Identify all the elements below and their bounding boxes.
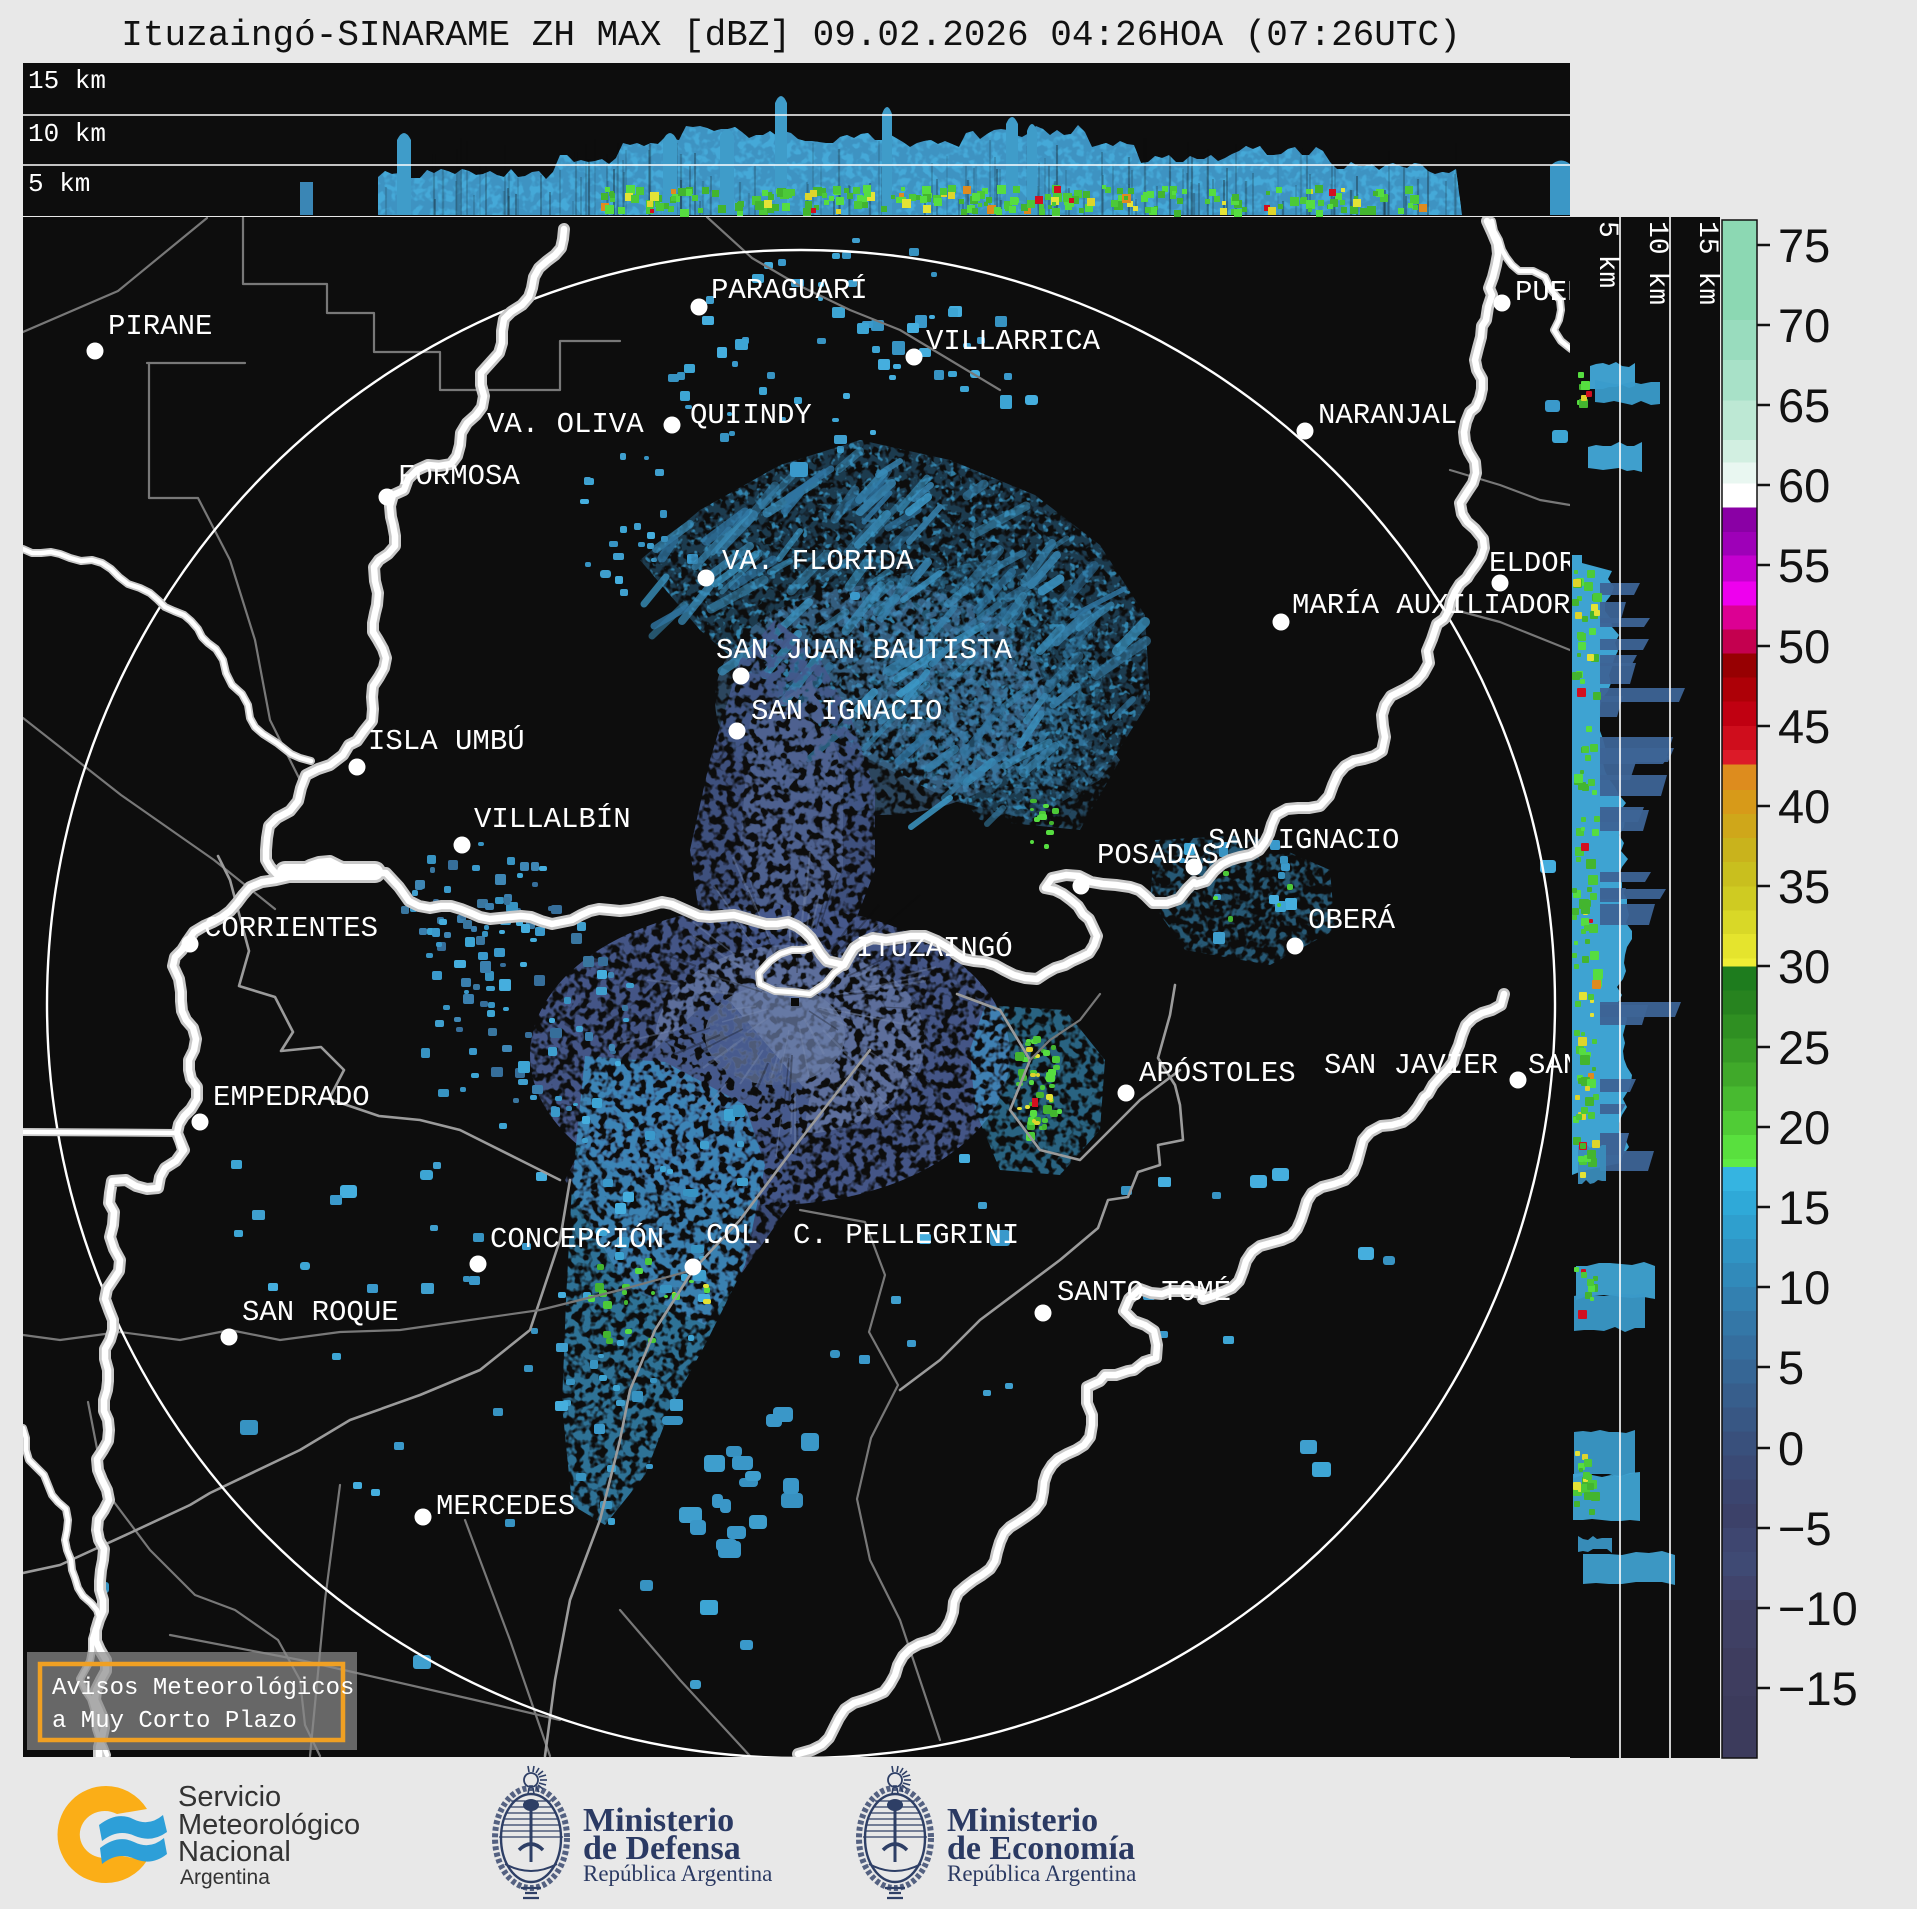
svg-text:Meteorológico: Meteorológico — [178, 1809, 360, 1841]
svg-text:de Economía: de Economía — [947, 1830, 1135, 1867]
svg-text:ISLA UMBÚ: ISLA UMBÚ — [368, 724, 525, 758]
svg-text:Nacional: Nacional — [178, 1836, 291, 1868]
svg-text:SAN ROQUE: SAN ROQUE — [242, 1296, 399, 1329]
svg-text:Servicio: Servicio — [178, 1781, 281, 1813]
svg-text:CORRIENTES: CORRIENTES — [204, 912, 378, 945]
svg-text:25: 25 — [1778, 1021, 1830, 1074]
svg-text:COL. C. PELLEGRINI: COL. C. PELLEGRINI — [706, 1219, 1019, 1252]
svg-text:Avisos Meteorológicos: Avisos Meteorológicos — [52, 1675, 354, 1702]
svg-text:15 km: 15 km — [1691, 221, 1722, 305]
svg-text:APÓSTOLES: APÓSTOLES — [1139, 1056, 1296, 1090]
svg-text:5: 5 — [1778, 1341, 1804, 1394]
svg-text:55: 55 — [1778, 539, 1830, 592]
svg-text:20: 20 — [1778, 1101, 1830, 1154]
svg-text:75: 75 — [1778, 219, 1830, 272]
svg-text:de Defensa: de Defensa — [583, 1830, 741, 1867]
svg-text:FORMOSA: FORMOSA — [398, 460, 520, 493]
svg-text:CONCEPCIÓN: CONCEPCIÓN — [490, 1222, 664, 1256]
svg-text:EMPEDRADO: EMPEDRADO — [213, 1081, 370, 1114]
svg-text:15 km: 15 km — [28, 66, 106, 96]
svg-text:PARAGUARÍ: PARAGUARÍ — [711, 273, 868, 307]
svg-text:MERCEDES: MERCEDES — [436, 1490, 575, 1523]
svg-text:VA. OLIVA: VA. OLIVA — [487, 408, 644, 441]
svg-text:ELDORADO: ELDORADO — [1489, 547, 1628, 580]
svg-text:VILLARRICA: VILLARRICA — [926, 325, 1101, 358]
svg-text:SAN IGNACIO: SAN IGNACIO — [751, 695, 942, 728]
svg-text:República Argentina: República Argentina — [583, 1861, 772, 1886]
svg-text:PUERTO RICO: PUERTO RICO — [1515, 276, 1706, 309]
svg-text:60: 60 — [1778, 459, 1830, 512]
svg-text:SAN JUAN BAUTISTA: SAN JUAN BAUTISTA — [716, 634, 1012, 667]
svg-text:SAN JAVIER: SAN JAVIER — [1324, 1049, 1498, 1082]
svg-text:SANTO TOMÉ: SANTO TOMÉ — [1057, 1275, 1231, 1309]
svg-text:0: 0 — [1778, 1422, 1804, 1475]
svg-text:10 km: 10 km — [1641, 221, 1672, 305]
svg-text:Ministerio: Ministerio — [947, 1802, 1098, 1839]
svg-text:70: 70 — [1778, 299, 1830, 352]
svg-text:15: 15 — [1778, 1181, 1830, 1234]
svg-text:VILLALBÍN: VILLALBÍN — [474, 802, 631, 836]
svg-text:POSADAS: POSADAS — [1097, 839, 1219, 872]
svg-text:10 km: 10 km — [28, 119, 106, 149]
svg-text:MARÍA AUXILIADORA: MARÍA AUXILIADORA — [1292, 588, 1588, 622]
svg-text:VA. FLORIDA: VA. FLORIDA — [722, 545, 914, 578]
svg-text:ITUZAINGÓ: ITUZAINGÓ — [856, 931, 1013, 965]
svg-text:45: 45 — [1778, 700, 1830, 753]
svg-text:Ituzaingó-SINARAME ZH MAX [dBZ: Ituzaingó-SINARAME ZH MAX [dBZ] 09.02.20… — [121, 15, 1460, 56]
svg-text:NARANJAL: NARANJAL — [1318, 399, 1457, 432]
svg-text:10: 10 — [1778, 1261, 1830, 1314]
svg-text:QUIINDY: QUIINDY — [690, 399, 812, 432]
svg-text:30: 30 — [1778, 940, 1830, 993]
svg-text:−10: −10 — [1778, 1582, 1858, 1635]
svg-text:a Muy Corto Plazo: a Muy Corto Plazo — [52, 1708, 297, 1735]
svg-text:−5: −5 — [1778, 1502, 1832, 1555]
svg-text:Argentina: Argentina — [180, 1866, 270, 1889]
svg-text:5 km: 5 km — [28, 169, 90, 199]
svg-text:65: 65 — [1778, 379, 1830, 432]
svg-text:−15: −15 — [1778, 1662, 1858, 1715]
svg-text:50: 50 — [1778, 620, 1830, 673]
svg-text:OBERÁ: OBERÁ — [1308, 903, 1396, 937]
svg-text:SAN VICENTE: SAN VICENTE — [1528, 1049, 1719, 1082]
svg-text:República Argentina: República Argentina — [947, 1861, 1136, 1886]
svg-text:SAN IGNACIO: SAN IGNACIO — [1208, 824, 1399, 857]
svg-text:PIRANE: PIRANE — [108, 310, 212, 343]
svg-text:40: 40 — [1778, 780, 1830, 833]
svg-text:Ministerio: Ministerio — [583, 1802, 734, 1839]
svg-text:5 km: 5 km — [1591, 221, 1622, 288]
svg-text:35: 35 — [1778, 860, 1830, 913]
